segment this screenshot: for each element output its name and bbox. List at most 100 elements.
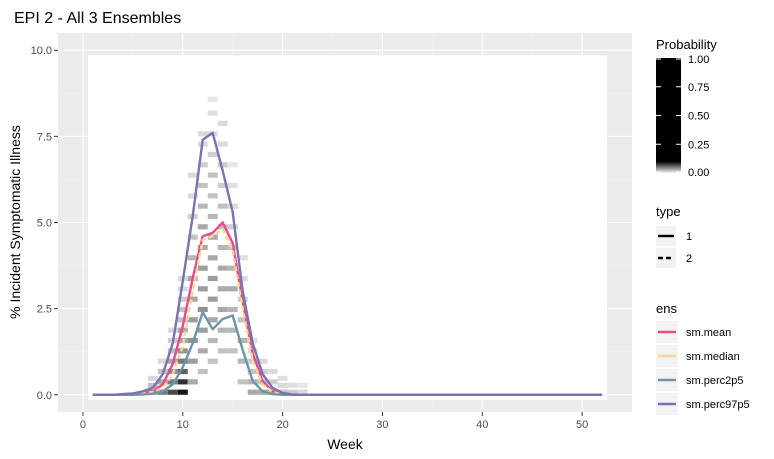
heatmap-tile <box>147 375 158 381</box>
heatmap-tile <box>267 379 278 385</box>
probability-tick-label: 1.00 <box>688 54 709 66</box>
heatmap-tile <box>227 224 238 230</box>
heatmap-tile <box>267 368 278 375</box>
heatmap-tile <box>177 317 188 323</box>
heatmap-tile <box>187 317 198 323</box>
x-axis: 0 10 20 30 40 50 <box>80 412 588 431</box>
legend-type-title: type <box>656 204 681 219</box>
y-tick-label: 2.5 <box>37 304 52 316</box>
heatmap-tile <box>167 327 178 333</box>
heatmap-tile <box>227 265 238 271</box>
heatmap-tile <box>207 275 218 282</box>
x-tick-label: 0 <box>80 419 86 431</box>
heatmap-tile <box>227 306 238 313</box>
heatmap-tile <box>237 337 248 344</box>
heatmap-tile <box>217 286 228 292</box>
heatmap-tile <box>227 348 238 354</box>
legend-ens: ens sm.mean sm.median sm.perc2p5 sm.perc97p… <box>656 301 750 415</box>
heatmap-tile <box>247 368 258 375</box>
heatmap-tile <box>177 306 188 313</box>
heatmap-tile <box>177 296 188 302</box>
heatmap-tile <box>217 162 228 168</box>
legend-probability: Probability 1.00 0.75 0.50 0.25 0.00 <box>656 37 717 179</box>
heatmap-tile <box>197 224 208 230</box>
heatmap-tile <box>207 296 218 302</box>
x-tick-label: 50 <box>576 419 588 431</box>
heatmap-tile <box>187 296 198 302</box>
x-tick-label: 10 <box>177 419 189 431</box>
heatmap-tile <box>227 203 238 209</box>
heatmap-tile <box>277 375 288 381</box>
heatmap-tile <box>187 234 198 240</box>
heatmap-tile <box>207 255 218 261</box>
y-tick-label: 7.5 <box>37 131 52 143</box>
heatmap-tile <box>217 224 228 230</box>
x-tick-label: 20 <box>276 419 288 431</box>
heatmap-tile <box>197 286 208 292</box>
heatmap-tile <box>187 358 198 364</box>
heatmap-tile <box>197 162 208 168</box>
legend-ens-title: ens <box>656 301 677 316</box>
heatmap-tile <box>207 317 218 323</box>
y-tick-label: 10.0 <box>31 45 52 57</box>
heatmap-tile <box>187 255 198 261</box>
heatmap-tile <box>167 389 178 395</box>
legend-ens-label: sm.mean <box>686 327 731 339</box>
legend-type-label: 2 <box>686 253 692 265</box>
heatmap-tile <box>187 379 198 385</box>
heatmap-tile <box>207 172 218 178</box>
y-axis-label: % Incident Symptomatic Illness <box>7 125 23 319</box>
heatmap-tile <box>207 151 218 158</box>
heatmap-tile <box>237 255 248 261</box>
heatmap-background <box>87 55 608 400</box>
series-line-sm-perc97p5 <box>92 131 603 396</box>
heatmap-tile <box>197 131 208 137</box>
series-lines <box>92 131 603 396</box>
heatmap-tile <box>217 327 228 333</box>
heatmap-tile <box>237 275 248 282</box>
heatmap-tile <box>177 286 188 292</box>
heatmap-tile <box>197 306 208 313</box>
heatmap-tile <box>287 389 298 395</box>
heatmap-tile <box>297 389 308 395</box>
legend-type: type 12 <box>656 204 692 268</box>
heatmap-tile <box>277 382 288 388</box>
heatmap-tile <box>207 337 218 344</box>
heatmap-tile <box>227 327 238 333</box>
heatmap-layer <box>87 55 608 400</box>
heatmap-tile <box>167 379 178 385</box>
heatmap-tile <box>197 327 208 333</box>
probability-tick-label: 0.25 <box>688 139 709 151</box>
heatmap-tile <box>147 382 158 388</box>
legend-ens-label: sm.perc2p5 <box>686 375 743 387</box>
heatmap-tile <box>217 120 228 127</box>
legend-ens-items: sm.mean sm.median sm.perc2p5 sm.perc97p5 <box>656 321 750 415</box>
heatmap-tile <box>187 193 198 199</box>
legend-type-items: 12 <box>656 226 692 268</box>
heatmap-tile <box>197 203 208 209</box>
heatmap-tile <box>197 244 208 251</box>
heatmap-tile <box>207 358 218 364</box>
heatmap-tile <box>177 379 188 385</box>
probability-tick-label: 0.00 <box>688 167 709 179</box>
heatmap-tile <box>237 358 248 364</box>
y-tick-label: 5.0 <box>37 218 52 230</box>
plot-panel <box>58 33 632 412</box>
heatmap-tile <box>207 193 218 199</box>
heatmap-tile <box>297 382 308 388</box>
y-tick-label: 0.0 <box>37 390 52 402</box>
heatmap-tile <box>217 141 228 147</box>
heatmap-tile <box>217 244 228 251</box>
heatmap-tile <box>227 162 238 168</box>
probability-ticks: 1.00 0.75 0.50 0.25 0.00 <box>656 54 709 179</box>
heatmap-tile <box>287 382 298 388</box>
heatmap-tile <box>177 368 188 375</box>
heatmap-tile <box>257 358 268 364</box>
heatmap-tile <box>217 348 228 354</box>
heatmap-tile <box>177 389 188 395</box>
chart-title: EPI 2 - All 3 Ensembles <box>14 10 181 27</box>
legend-ens-label: sm.perc97p5 <box>686 399 750 411</box>
heatmap-tile <box>157 358 168 364</box>
heatmap-tile <box>217 265 228 271</box>
